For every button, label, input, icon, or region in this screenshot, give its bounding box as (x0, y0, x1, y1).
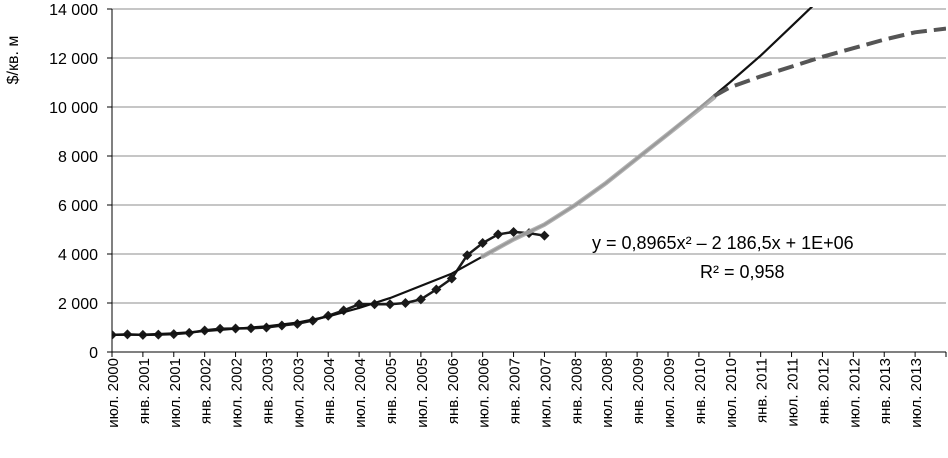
x-tick-label: янв. 2005 (383, 358, 400, 424)
x-tick-label: янв. 2002 (198, 358, 215, 424)
data-point (539, 230, 550, 241)
x-tick-label: июл. 2005 (414, 358, 431, 428)
x-tick-label: июл. 2011 (785, 358, 802, 427)
x-tick-label: июл. 2001 (167, 358, 184, 428)
x-tick-label: янв. 2010 (692, 358, 709, 424)
x-tick-label: янв. 2004 (321, 358, 338, 424)
data-point (508, 226, 519, 237)
x-tick-label: янв. 2009 (630, 358, 647, 424)
x-tick-label: июл. 2000 (105, 358, 122, 428)
x-tick-label: июл. 2008 (599, 358, 616, 428)
data-point (446, 273, 457, 284)
x-tick-label: янв. 2003 (259, 358, 276, 424)
x-tick-label: июл. 2006 (476, 358, 493, 428)
x-tick-label: янв. 2007 (507, 358, 524, 424)
x-tick-label: июл. 2003 (290, 358, 307, 428)
x-tick-label: июл. 2009 (661, 358, 678, 428)
series-line (112, 7, 814, 336)
x-tick-labels: июл. 2000 янв. 2001 июл. 2001 янв. 2002 июл.… (105, 358, 925, 428)
x-tick-label: июл. 2004 (352, 358, 369, 428)
x-tick-label: янв. 2013 (877, 358, 894, 424)
series-line (480, 94, 717, 259)
data-point (385, 299, 395, 310)
x-tick-label: июл. 2002 (229, 358, 246, 428)
y-tick-label: 4 000 (58, 247, 98, 264)
data-point (493, 229, 504, 240)
y-tick-label: 8 000 (58, 149, 98, 166)
y-tick-labels: 0 2 000 4 000 6 000 8 000 10 000 12 000 14 000 (49, 2, 98, 362)
x-tick-label: июл. 2013 (908, 358, 925, 428)
data-point (400, 298, 411, 308)
axes (107, 8, 947, 357)
grid-lines (112, 8, 946, 304)
x-tick-label: янв. 2012 (815, 358, 832, 424)
data-point (431, 284, 442, 295)
r-squared-label: R² = 0,958 (700, 262, 785, 282)
x-tick-label: янв. 2008 (568, 358, 585, 424)
x-tick-label: июл. 2010 (723, 358, 740, 428)
y-tick-label: 2 000 (58, 296, 98, 313)
y-tick-label: 10 000 (49, 100, 98, 117)
trendline-equation: y = 0,8965x² – 2 186,5x + 1E+06 (592, 233, 854, 253)
x-tick-label: янв. 2006 (445, 358, 462, 424)
data-point (477, 237, 488, 248)
x-tick-label: июл. 2012 (846, 358, 863, 428)
data-point (415, 294, 426, 305)
x-tick-label: июл. 2007 (537, 358, 554, 428)
y-tick-label: 12 000 (49, 51, 98, 68)
y-tick-label: 14 000 (49, 2, 98, 19)
data-point (462, 250, 473, 261)
x-tick-label: янв. 2001 (136, 358, 153, 424)
series-line (713, 26, 946, 98)
series-group (112, 7, 946, 340)
y-tick-label: 0 (89, 345, 98, 362)
y-axis-label: $/кв. м (5, 36, 22, 85)
y-tick-label: 6 000 (58, 198, 98, 215)
x-tick-label: янв. 2011 (754, 358, 771, 423)
